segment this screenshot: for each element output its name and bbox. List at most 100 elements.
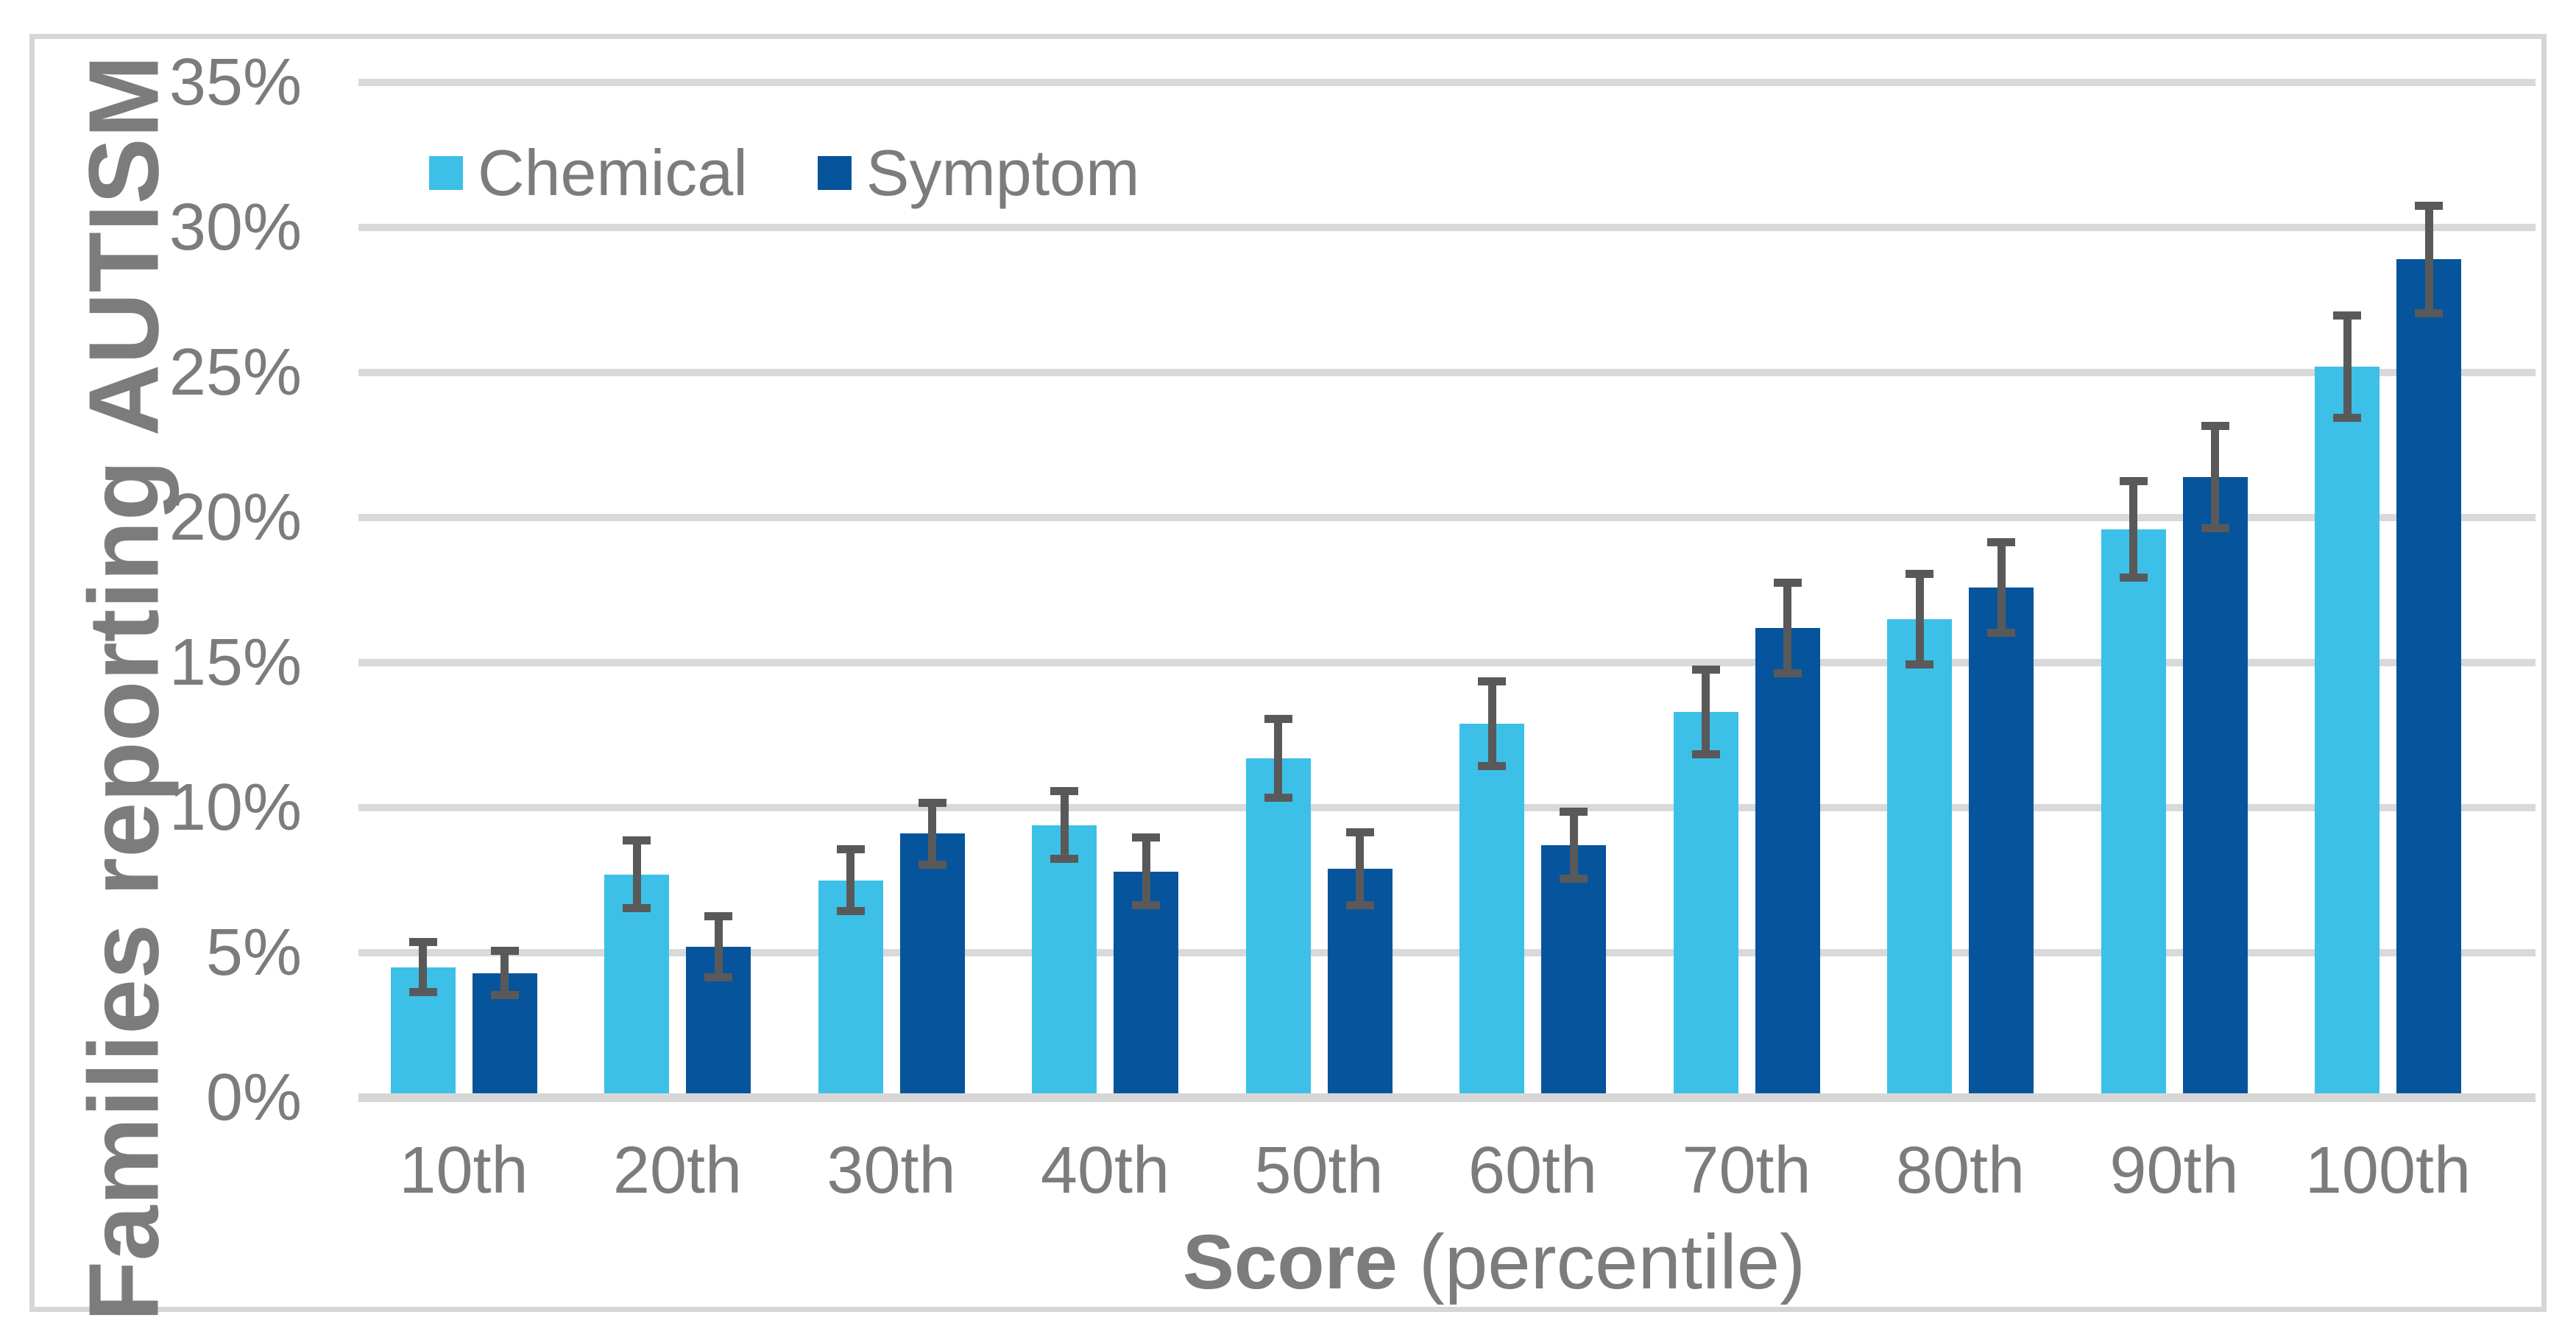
x-tick-label-40th: 40th bbox=[1040, 1134, 1170, 1207]
legend-item-chemical: Chemical bbox=[429, 141, 748, 205]
error-bar-symptom-90th bbox=[2211, 421, 2219, 532]
y-tick-label: 35% bbox=[169, 46, 302, 119]
x-tick-label-80th: 80th bbox=[1895, 1134, 2025, 1207]
error-cap-top bbox=[2333, 311, 2361, 320]
error-cap-bottom bbox=[2201, 523, 2229, 532]
gridline-5% bbox=[358, 949, 2536, 956]
chemical-swatch-icon bbox=[429, 156, 463, 190]
error-cap-bottom bbox=[490, 991, 519, 1000]
error-cap-bottom bbox=[704, 973, 732, 982]
error-bar-chemical-30th bbox=[846, 845, 854, 915]
error-bar-symptom-100th bbox=[2424, 201, 2433, 318]
error-bar-symptom-70th bbox=[1783, 578, 1791, 677]
error-bar-chemical-50th bbox=[1274, 714, 1282, 802]
y-tick-label: 30% bbox=[169, 191, 302, 264]
error-bar-symptom-20th bbox=[714, 911, 723, 982]
bar-symptom-90th bbox=[2182, 476, 2248, 1098]
error-cap-top bbox=[1050, 787, 1078, 796]
error-bar-symptom-80th bbox=[1997, 537, 2006, 637]
error-cap-bottom bbox=[918, 860, 946, 869]
error-bar-symptom-50th bbox=[1356, 828, 1364, 909]
bar-chemical-100th bbox=[2315, 367, 2379, 1098]
error-cap-bottom bbox=[836, 906, 865, 915]
x-axis-title-rest: (percentile) bbox=[1397, 1219, 1806, 1305]
error-cap-bottom bbox=[1691, 750, 1720, 759]
legend-item-symptom: Symptom bbox=[817, 136, 1140, 209]
error-bar-chemical-60th bbox=[1487, 677, 1496, 770]
error-cap-bottom bbox=[1050, 854, 1078, 863]
error-cap-top bbox=[1478, 677, 1506, 685]
error-cap-bottom bbox=[1264, 794, 1292, 802]
error-cap-bottom bbox=[1132, 900, 1160, 909]
bar-symptom-40th bbox=[1114, 871, 1178, 1098]
error-cap-top bbox=[623, 836, 651, 845]
symptom-swatch-icon bbox=[817, 156, 852, 190]
error-cap-top bbox=[1345, 828, 1374, 836]
bar-chemical-70th bbox=[1673, 711, 1738, 1098]
error-cap-top bbox=[836, 845, 865, 854]
x-tick-label-20th: 20th bbox=[612, 1134, 743, 1207]
x-tick-label-30th: 30th bbox=[827, 1134, 956, 1207]
gridline-20% bbox=[358, 514, 2536, 521]
x-tick-label-60th: 60th bbox=[1468, 1134, 1598, 1207]
bar-symptom-70th bbox=[1755, 627, 1820, 1098]
bar-chemical-30th bbox=[818, 880, 883, 1098]
bar-symptom-80th bbox=[1969, 587, 2034, 1098]
y-axis-title: Families reporting AUTISM bbox=[68, 54, 180, 1322]
error-bar-chemical-10th bbox=[419, 938, 427, 997]
bar-chemical-40th bbox=[1032, 825, 1097, 1098]
x-tick-label-50th: 50th bbox=[1254, 1134, 1384, 1207]
error-cap-top bbox=[1987, 537, 2015, 546]
error-bar-symptom-40th bbox=[1142, 833, 1150, 909]
error-bar-symptom-30th bbox=[928, 799, 936, 869]
error-cap-bottom bbox=[1478, 761, 1506, 770]
x-tick-label-100th: 100th bbox=[2304, 1134, 2471, 1207]
gridline-10% bbox=[358, 804, 2536, 811]
error-cap-bottom bbox=[1560, 875, 1588, 883]
error-bar-symptom-60th bbox=[1569, 808, 1578, 883]
error-cap-top bbox=[918, 799, 946, 808]
error-cap-bottom bbox=[2415, 309, 2443, 318]
gridline-30% bbox=[358, 224, 2536, 231]
error-cap-top bbox=[704, 911, 732, 920]
bar-chemical-80th bbox=[1887, 618, 1952, 1098]
y-tick-label: 20% bbox=[169, 481, 302, 554]
x-axis-line bbox=[358, 1093, 2536, 1102]
x-axis-title-bold: Score bbox=[1182, 1219, 1398, 1305]
error-bar-chemical-80th bbox=[1915, 569, 1924, 668]
error-cap-bottom bbox=[2119, 573, 2148, 582]
error-cap-top bbox=[1264, 714, 1292, 723]
legend-label-chemical: Chemical bbox=[478, 136, 748, 209]
error-cap-top bbox=[2415, 201, 2443, 210]
gridline-35% bbox=[358, 79, 2536, 86]
error-cap-top bbox=[1773, 578, 1802, 587]
y-tick-label: 10% bbox=[169, 771, 302, 844]
y-tick-label: 25% bbox=[169, 336, 302, 409]
error-cap-top bbox=[1906, 569, 1933, 578]
error-cap-bottom bbox=[1773, 668, 1802, 677]
error-cap-top bbox=[1691, 665, 1720, 674]
bar-symptom-30th bbox=[899, 833, 965, 1098]
error-bar-chemical-20th bbox=[632, 836, 641, 912]
x-axis-title: Score (percentile) bbox=[1183, 1218, 1805, 1307]
error-cap-bottom bbox=[623, 903, 651, 912]
error-cap-top bbox=[2119, 476, 2148, 485]
error-bar-chemical-40th bbox=[1060, 787, 1069, 863]
x-tick-label-70th: 70th bbox=[1682, 1134, 1811, 1207]
error-bar-chemical-90th bbox=[2129, 476, 2137, 582]
error-cap-top bbox=[408, 938, 437, 947]
gridline-25% bbox=[358, 369, 2536, 376]
error-cap-top bbox=[2201, 421, 2229, 430]
bar-symptom-60th bbox=[1541, 845, 1606, 1098]
error-cap-bottom bbox=[2333, 413, 2361, 422]
legend-label-symptom: Symptom bbox=[866, 136, 1140, 209]
y-tick-label: 15% bbox=[169, 626, 302, 699]
x-tick-label-10th: 10th bbox=[399, 1134, 528, 1207]
bar-chemical-60th bbox=[1459, 723, 1524, 1098]
error-cap-bottom bbox=[1906, 660, 1933, 668]
error-cap-top bbox=[490, 947, 519, 956]
legend: Chemical Symptom bbox=[429, 141, 1139, 205]
error-cap-bottom bbox=[408, 988, 437, 997]
